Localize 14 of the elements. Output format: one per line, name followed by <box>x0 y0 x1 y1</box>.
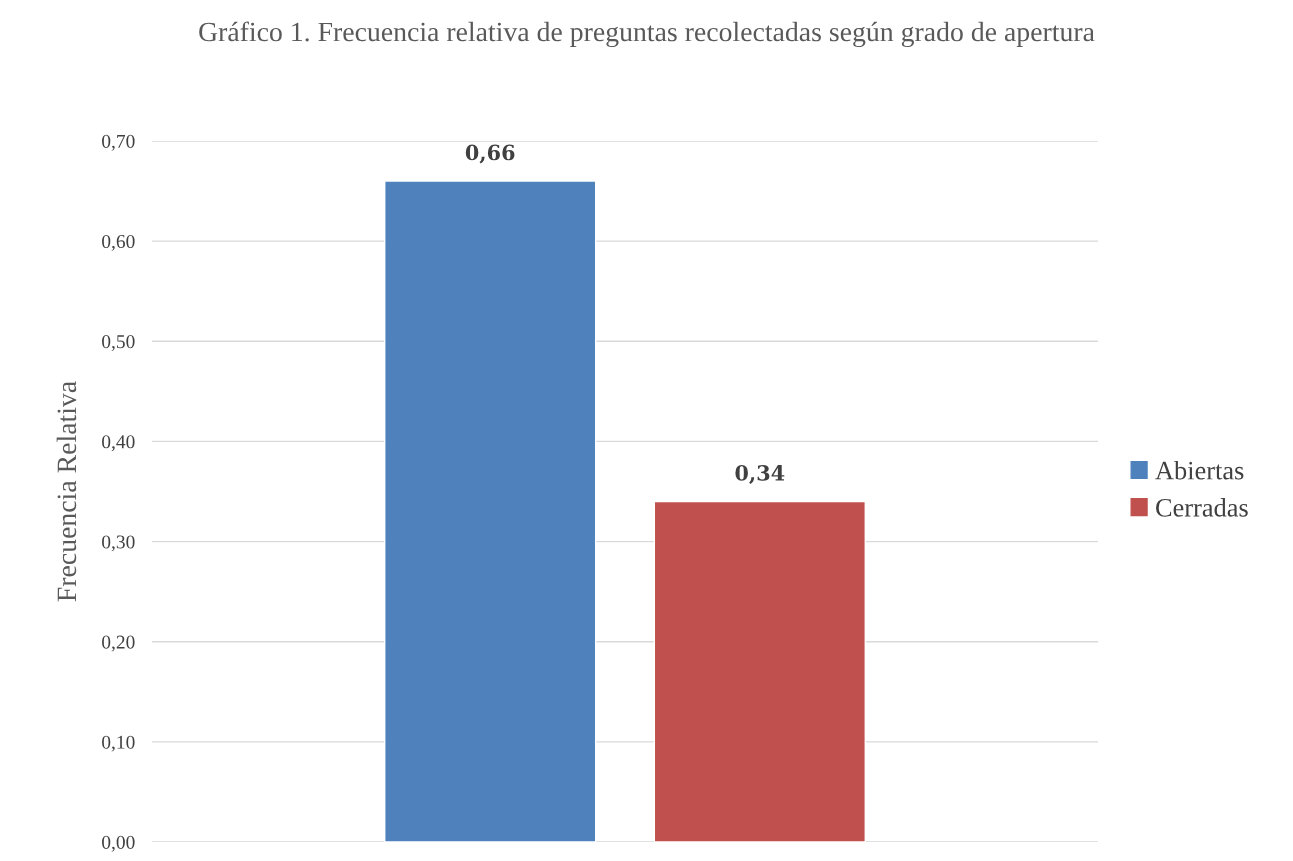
y-tick-label: 0,60 <box>102 234 135 251</box>
y-tick-label: 0,40 <box>102 435 135 452</box>
data-label: 0,34 <box>735 465 785 484</box>
data-label: 0,66 <box>465 144 515 164</box>
y-tick-label: 0,70 <box>102 134 135 151</box>
y-tick-label: 0,20 <box>102 635 135 652</box>
legend-label: Abiertas <box>1155 460 1244 480</box>
y-tick-label: 0,00 <box>102 835 135 852</box>
y-tick-label: 0,30 <box>102 535 135 552</box>
y-axis-title: Frecuencia Relativa <box>56 381 77 602</box>
y-tick-label: 0,10 <box>102 735 135 752</box>
chart-title: Gráfico 1. Frecuencia relativa de preguntas recolectadas según grado de apertura <box>199 21 1095 48</box>
legend-label: Cerradas <box>1156 498 1248 517</box>
y-tick-label: 0,50 <box>102 335 135 352</box>
